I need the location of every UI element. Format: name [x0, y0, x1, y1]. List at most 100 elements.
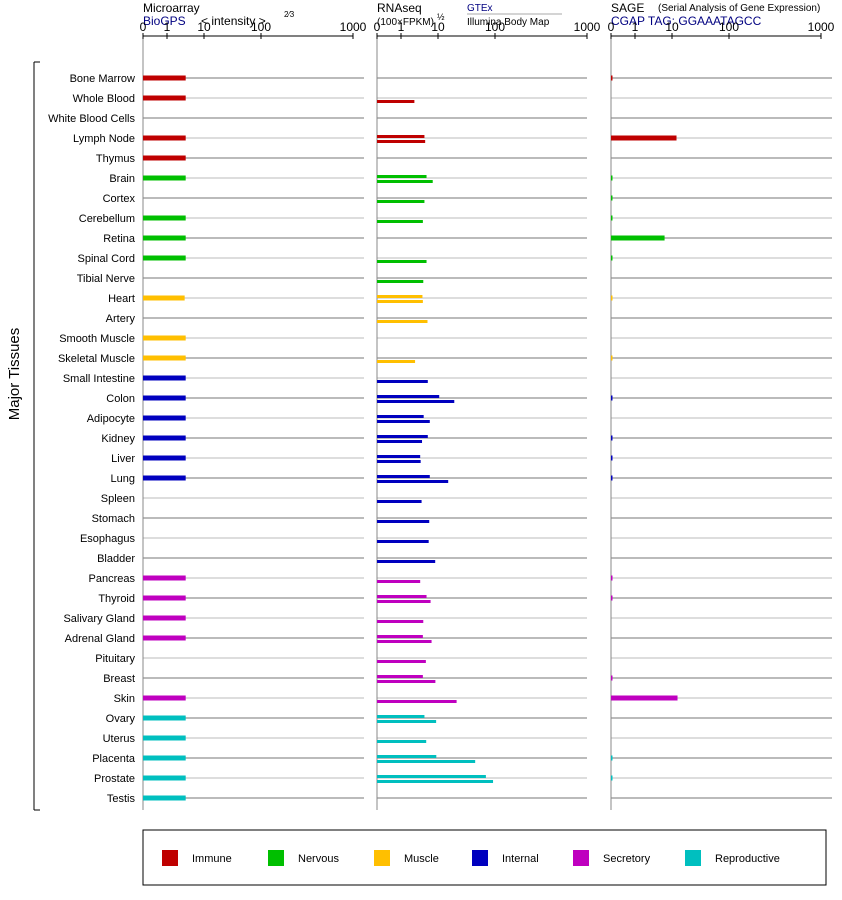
expression-bar [143, 335, 186, 341]
expression-bar [143, 735, 186, 741]
rnaseq-scale-exp: ½ [437, 12, 445, 22]
expression-bar [377, 380, 428, 383]
expression-bar [377, 755, 437, 758]
expression-bar [377, 460, 421, 463]
tissue-label: Thymus [96, 153, 136, 165]
expression-bar [611, 135, 677, 141]
sage-title: SAGE [611, 1, 644, 15]
tissue-label: Ovary [106, 713, 136, 725]
expression-bar [143, 755, 186, 761]
expression-bar [377, 520, 430, 523]
scale-tick-label: 1000 [574, 20, 601, 34]
scale-tick-label: 100 [485, 20, 505, 34]
legend-items: Immune Nervous Muscle Internal Secretory Repr… [162, 850, 780, 866]
expression-bar [377, 700, 457, 703]
expression-bar [611, 595, 613, 601]
expression-bar [611, 355, 613, 361]
expression-bar [143, 375, 186, 381]
expression-bar [377, 135, 425, 138]
illumina-body-map-label: Illumina Body Map [467, 17, 550, 28]
expression-bar [377, 635, 423, 638]
expression-bar [377, 675, 423, 678]
legend-swatch [573, 850, 589, 866]
y-axis-label: Major Tissues [6, 328, 23, 421]
expression-bar [377, 415, 424, 418]
microarray-header: Microarray BioGPS < intensity > 2⁄3 [143, 1, 295, 28]
tissue-label: Stomach [92, 513, 135, 525]
expression-bar [611, 215, 613, 221]
scale-tick-label: 1 [632, 20, 639, 34]
expression-bar [377, 360, 416, 363]
tissue-label: Whole Blood [73, 93, 135, 105]
tissue-label: Testis [107, 793, 136, 805]
tissue-label: Cortex [103, 193, 136, 205]
expression-bar [377, 295, 423, 298]
expression-bar [611, 195, 613, 201]
legend-swatch [162, 850, 178, 866]
expression-bar [143, 635, 186, 641]
rnaseq-title: RNAseq [377, 1, 422, 15]
expression-bar [143, 295, 185, 301]
tissue-label: Small Intestine [63, 373, 135, 385]
biogps-link[interactable]: BioGPS [143, 14, 186, 28]
expression-bar [143, 355, 186, 361]
y-axis-bracket [33, 61, 40, 811]
tissue-label: Skin [114, 693, 135, 705]
expression-bar [377, 440, 423, 443]
expression-bar [377, 435, 428, 438]
expression-bars [143, 75, 678, 801]
cgap-tag-link[interactable]: CGAP TAG: GGAAATAGCC [611, 14, 762, 28]
expression-bar [143, 455, 186, 461]
legend-swatch [685, 850, 701, 866]
scale-tick-label: 10 [197, 20, 211, 34]
panel-axes: 0 1 10 100 1000 0 1 10 100 1000 0 1 10 100 1000 [140, 20, 835, 810]
expression-bar [377, 100, 415, 103]
row-gridlines [143, 77, 832, 799]
expression-bar [611, 775, 613, 781]
expression-bar [377, 775, 486, 778]
expression-bar [377, 455, 421, 458]
expression-bar [143, 175, 186, 181]
tissue-label: Adipocyte [87, 413, 135, 425]
expression-bar [143, 135, 186, 141]
rnaseq-header: RNAseq (100×FPKM) ½ GTEx Illumina Body M… [377, 1, 562, 28]
expression-bar [143, 775, 186, 781]
sage-header: SAGE (Serial Analysis of Gene Expression… [611, 1, 820, 28]
legend: Immune Nervous Muscle Internal Secretory Repr… [142, 829, 827, 886]
expression-bar [143, 575, 186, 581]
expression-bar [143, 395, 186, 401]
scale-tick-label: 100 [719, 20, 739, 34]
gtex-link[interactable]: GTEx [467, 3, 493, 14]
microarray-scale-exp: 2⁄3 [284, 10, 295, 19]
scale-tick-label: 1000 [340, 20, 367, 34]
expression-bar [377, 600, 431, 603]
expression-bar [143, 155, 186, 161]
expression-bar [143, 75, 186, 81]
expression-bar [377, 200, 425, 203]
tissue-label: Thyroid [98, 593, 135, 605]
tissue-label: Lymph Node [73, 133, 135, 145]
expression-bar [143, 615, 186, 621]
legend-label: Immune [192, 853, 232, 865]
expression-bar [377, 480, 449, 483]
tissue-label: Bone Marrow [70, 73, 135, 85]
tissue-label: Esophagus [80, 533, 136, 545]
expression-bar [377, 140, 426, 143]
expression-bar [611, 475, 613, 481]
legend-swatch [472, 850, 488, 866]
expression-bar [611, 395, 613, 401]
expression-bar [377, 660, 426, 663]
expression-bar [611, 755, 613, 761]
tissue-label: Kidney [101, 433, 135, 445]
tissue-label: Adrenal Gland [65, 633, 135, 645]
tissue-label: Salivary Gland [63, 613, 135, 625]
expression-bar [377, 720, 437, 723]
expression-bar [611, 575, 613, 581]
legend-label: Nervous [298, 853, 339, 865]
scale-tick-label: 10 [431, 20, 445, 34]
expression-bar [377, 760, 476, 763]
expression-bar [143, 235, 186, 241]
legend-label: Internal [502, 853, 539, 865]
expression-bar [611, 75, 613, 81]
